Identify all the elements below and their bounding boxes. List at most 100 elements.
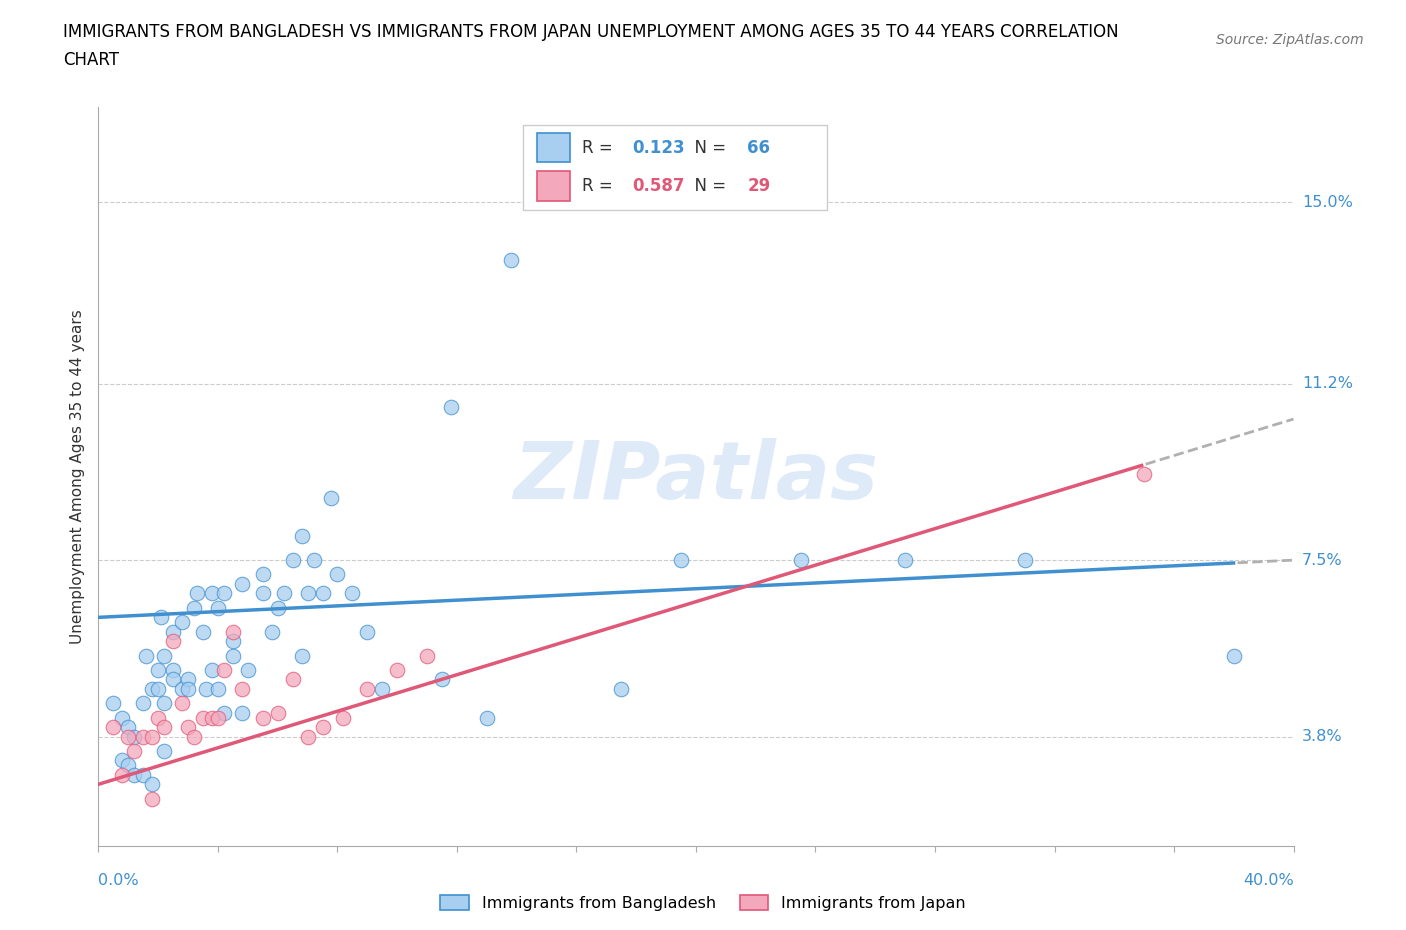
Point: [148, 711, 170, 725]
Point: [117, 720, 139, 735]
Point: [117, 729, 139, 744]
Point: [191, 624, 214, 639]
Point: [356, 682, 378, 697]
Point: [281, 552, 304, 567]
Text: CHART: CHART: [63, 51, 120, 69]
Point: [195, 682, 218, 697]
Text: 0.123: 0.123: [633, 139, 685, 156]
Point: [267, 601, 290, 616]
Text: Source: ZipAtlas.com: Source: ZipAtlas.com: [1216, 33, 1364, 46]
Point: [212, 662, 235, 677]
Point: [321, 491, 343, 506]
Point: [311, 720, 333, 735]
Point: [148, 662, 170, 677]
Point: [141, 729, 163, 744]
Point: [273, 586, 295, 601]
Text: R =: R =: [582, 177, 619, 195]
Point: [124, 767, 146, 782]
Point: [297, 586, 319, 601]
Point: [132, 767, 155, 782]
Point: [177, 682, 200, 697]
Point: [212, 586, 235, 601]
Point: [1133, 467, 1156, 482]
Point: [231, 705, 253, 720]
Point: [669, 552, 692, 567]
Point: [177, 671, 200, 686]
Point: [207, 682, 229, 697]
Text: 11.2%: 11.2%: [1302, 376, 1353, 392]
Point: [1014, 552, 1036, 567]
Point: [252, 711, 274, 725]
Point: [183, 729, 205, 744]
Point: [103, 696, 125, 711]
Point: [236, 662, 259, 677]
Point: [291, 648, 314, 663]
Point: [222, 624, 245, 639]
Point: [153, 696, 176, 711]
Point: [162, 624, 184, 639]
Point: [124, 729, 146, 744]
Point: [222, 633, 245, 648]
Point: [475, 711, 498, 725]
Point: [201, 662, 224, 677]
Point: [201, 711, 224, 725]
Point: [231, 682, 253, 697]
Point: [789, 552, 811, 567]
Point: [117, 758, 139, 773]
Point: [153, 720, 176, 735]
Point: [150, 610, 173, 625]
Point: [311, 586, 333, 601]
Point: [385, 662, 409, 677]
Point: [141, 777, 163, 791]
Point: [201, 586, 224, 601]
Point: [162, 633, 184, 648]
Point: [222, 648, 245, 663]
Point: [356, 624, 378, 639]
Point: [207, 711, 229, 725]
Point: [132, 729, 155, 744]
Point: [207, 601, 229, 616]
Point: [332, 711, 354, 725]
Point: [148, 682, 170, 697]
Point: [103, 720, 125, 735]
Point: [894, 552, 917, 567]
Point: [416, 648, 439, 663]
Text: 0.0%: 0.0%: [98, 873, 139, 888]
Point: [162, 662, 184, 677]
Point: [260, 624, 283, 639]
Text: N =: N =: [685, 139, 731, 156]
Point: [212, 705, 235, 720]
Text: N =: N =: [685, 177, 731, 195]
Point: [191, 711, 214, 725]
FancyBboxPatch shape: [523, 126, 827, 210]
Text: 3.8%: 3.8%: [1302, 729, 1343, 744]
Text: R =: R =: [582, 139, 619, 156]
Point: [342, 586, 364, 601]
Legend: Immigrants from Bangladesh, Immigrants from Japan: Immigrants from Bangladesh, Immigrants f…: [433, 888, 973, 917]
Point: [610, 682, 633, 697]
Text: 29: 29: [748, 177, 770, 195]
Point: [291, 529, 314, 544]
Point: [141, 682, 163, 697]
Point: [499, 252, 522, 267]
Point: [371, 682, 394, 697]
Y-axis label: Unemployment Among Ages 35 to 44 years: Unemployment Among Ages 35 to 44 years: [70, 310, 86, 644]
Point: [172, 696, 194, 711]
FancyBboxPatch shape: [537, 133, 571, 163]
Point: [1223, 648, 1246, 663]
Point: [252, 567, 274, 582]
Text: 0.587: 0.587: [633, 177, 685, 195]
Point: [162, 671, 184, 686]
Point: [111, 711, 134, 725]
Point: [302, 552, 325, 567]
Point: [267, 705, 290, 720]
Point: [172, 615, 194, 630]
Point: [111, 753, 134, 768]
Point: [141, 791, 163, 806]
Point: [231, 577, 253, 591]
Point: [153, 743, 176, 758]
Point: [153, 648, 176, 663]
Point: [297, 729, 319, 744]
Point: [172, 682, 194, 697]
Point: [326, 567, 349, 582]
